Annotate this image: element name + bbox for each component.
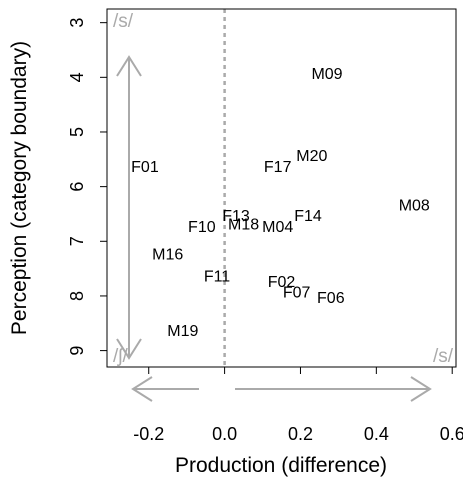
annotation-s-right: /s/ [433, 346, 454, 367]
y-axis-label: Perception (category boundary) [8, 41, 31, 335]
point-f07: F07 [283, 285, 311, 302]
point-m09: M09 [311, 66, 342, 83]
y-tick-label: 9 [67, 346, 87, 356]
y-tick-label: 6 [67, 182, 87, 192]
y-tick-label: 5 [67, 127, 87, 137]
y-tick-label: 8 [67, 291, 87, 301]
annotation-arrows [116, 55, 432, 402]
x-tick-label: 0.6 [440, 424, 463, 444]
point-m19: M19 [167, 323, 198, 340]
x-tick-label: 0.2 [288, 424, 313, 444]
point-f01: F01 [131, 159, 159, 176]
left-arrow-head [131, 376, 153, 402]
vertical-arrow-head-down [116, 338, 142, 360]
x-tick-label: 0.4 [364, 424, 389, 444]
x-axis-label: Production (difference) [175, 454, 387, 477]
right-arrow-head [410, 376, 432, 402]
point-f14: F14 [294, 208, 322, 225]
y-axis: 3 4 5 6 7 8 9 [67, 18, 107, 356]
vertical-arrow-head-up [116, 55, 142, 77]
y-tick-label: 3 [67, 18, 87, 28]
point-m08: M08 [399, 197, 430, 214]
point-m16: M16 [152, 246, 183, 263]
annotation-s-top: /s/ [113, 11, 134, 32]
point-f13: F13 [222, 208, 250, 225]
point-m20: M20 [296, 148, 327, 165]
point-f06: F06 [317, 290, 345, 307]
point-m18: M18 [228, 216, 259, 233]
point-m04: M04 [262, 219, 293, 236]
plot-frame [106, 8, 457, 368]
point-f17: F17 [264, 159, 292, 176]
x-axis: -0.2 0.0 0.2 0.4 0.6 [133, 367, 463, 444]
x-tick-label: -0.2 [133, 424, 164, 444]
y-tick-label: 4 [67, 72, 87, 82]
point-f10: F10 [188, 219, 216, 236]
annotation-sh-bottom: /ʃ/ [113, 346, 129, 367]
point-f11: F11 [204, 268, 230, 285]
point-f02: F02 [268, 274, 296, 291]
x-tick-label: 0.0 [212, 424, 237, 444]
y-tick-label: 7 [67, 236, 87, 246]
